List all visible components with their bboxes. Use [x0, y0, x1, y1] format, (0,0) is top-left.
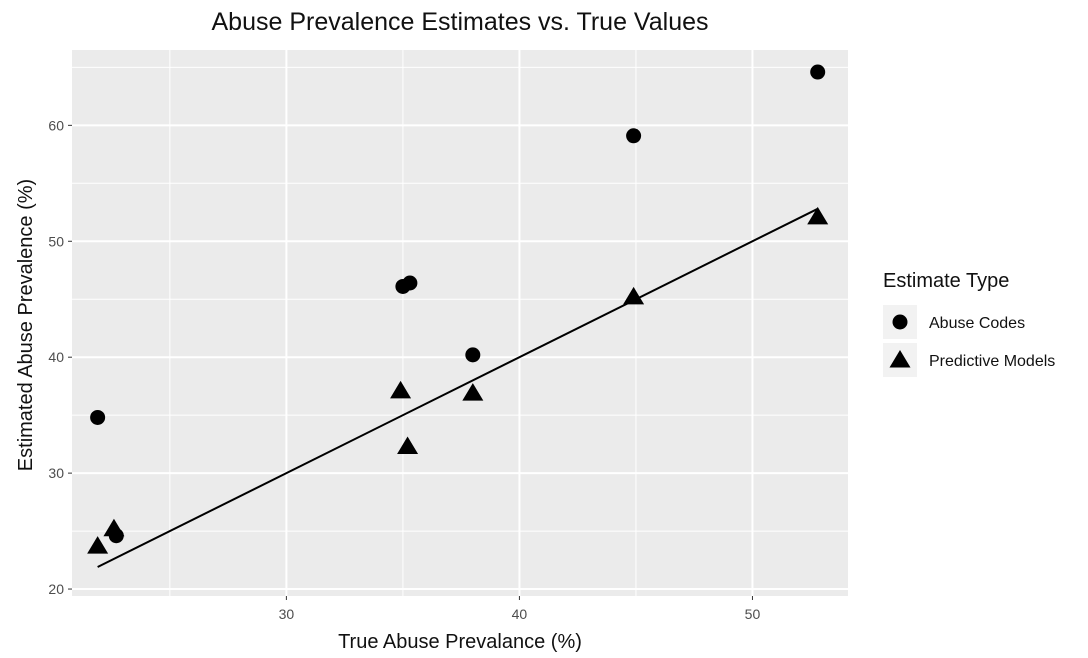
- x-tick-label: 50: [745, 606, 761, 622]
- y-tick-label: 20: [48, 581, 64, 597]
- abuse-codes-point: [626, 128, 642, 144]
- reference-line-group: [97, 207, 819, 568]
- y-tick-label: 30: [48, 465, 64, 481]
- abuse-codes-point: [402, 275, 418, 291]
- grid-lines: [72, 50, 848, 596]
- plot-panel: [72, 50, 848, 596]
- x-tick-label: 40: [512, 606, 528, 622]
- axis-ticks: 30 40 50 20 30 40 50 60: [48, 117, 760, 622]
- predictive-models-point: [462, 383, 484, 401]
- predictive-models-point: [390, 380, 412, 399]
- x-tick-label: 30: [279, 606, 295, 622]
- reference-line: [97, 207, 819, 568]
- predictive-models-point: [807, 206, 829, 225]
- abuse-codes-point: [90, 409, 106, 425]
- abuse-codes-point: [810, 64, 826, 80]
- predictive-models-point: [103, 518, 125, 537]
- predictive-models-point: [623, 286, 645, 305]
- legend-title: Estimate Type: [883, 270, 1009, 292]
- predictive-models-point: [397, 436, 419, 454]
- predictive-models-point: [87, 536, 109, 554]
- data-points: [87, 64, 829, 554]
- legend-circle-icon: [892, 314, 908, 330]
- chart-title: Abuse Prevalence Estimates vs. True Valu…: [212, 8, 709, 36]
- y-tick-label: 50: [48, 233, 64, 249]
- abuse-codes-point: [465, 347, 481, 363]
- x-axis-title: True Abuse Prevalance (%): [338, 631, 582, 653]
- legend-label: Abuse Codes: [929, 315, 1025, 332]
- y-tick-label: 40: [48, 349, 64, 365]
- legend: Estimate Type Abuse Codes Predictive Mode…: [883, 270, 1055, 377]
- legend-triangle-icon: [889, 350, 911, 368]
- y-axis-title: Estimated Abuse Prevalence (%): [15, 179, 37, 471]
- legend-label: Predictive Models: [929, 353, 1055, 370]
- y-tick-label: 60: [48, 117, 64, 133]
